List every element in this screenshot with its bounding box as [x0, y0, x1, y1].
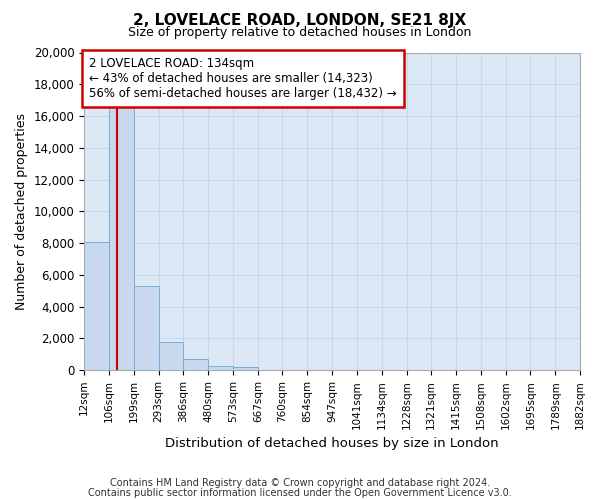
Bar: [208, 366, 233, 370]
Bar: [158, 342, 184, 370]
Bar: [84, 242, 109, 370]
X-axis label: Distribution of detached houses by size in London: Distribution of detached houses by size …: [165, 437, 499, 450]
Text: Contains public sector information licensed under the Open Government Licence v3: Contains public sector information licen…: [88, 488, 512, 498]
Bar: [233, 367, 258, 370]
Bar: [109, 106, 134, 370]
Bar: [184, 359, 208, 370]
Text: Contains HM Land Registry data © Crown copyright and database right 2024.: Contains HM Land Registry data © Crown c…: [110, 478, 490, 488]
Bar: [134, 286, 158, 370]
Text: 2, LOVELACE ROAD, LONDON, SE21 8JX: 2, LOVELACE ROAD, LONDON, SE21 8JX: [133, 12, 467, 28]
Text: 2 LOVELACE ROAD: 134sqm
← 43% of detached houses are smaller (14,323)
56% of sem: 2 LOVELACE ROAD: 134sqm ← 43% of detache…: [89, 58, 397, 100]
Text: Size of property relative to detached houses in London: Size of property relative to detached ho…: [128, 26, 472, 39]
Y-axis label: Number of detached properties: Number of detached properties: [15, 113, 28, 310]
